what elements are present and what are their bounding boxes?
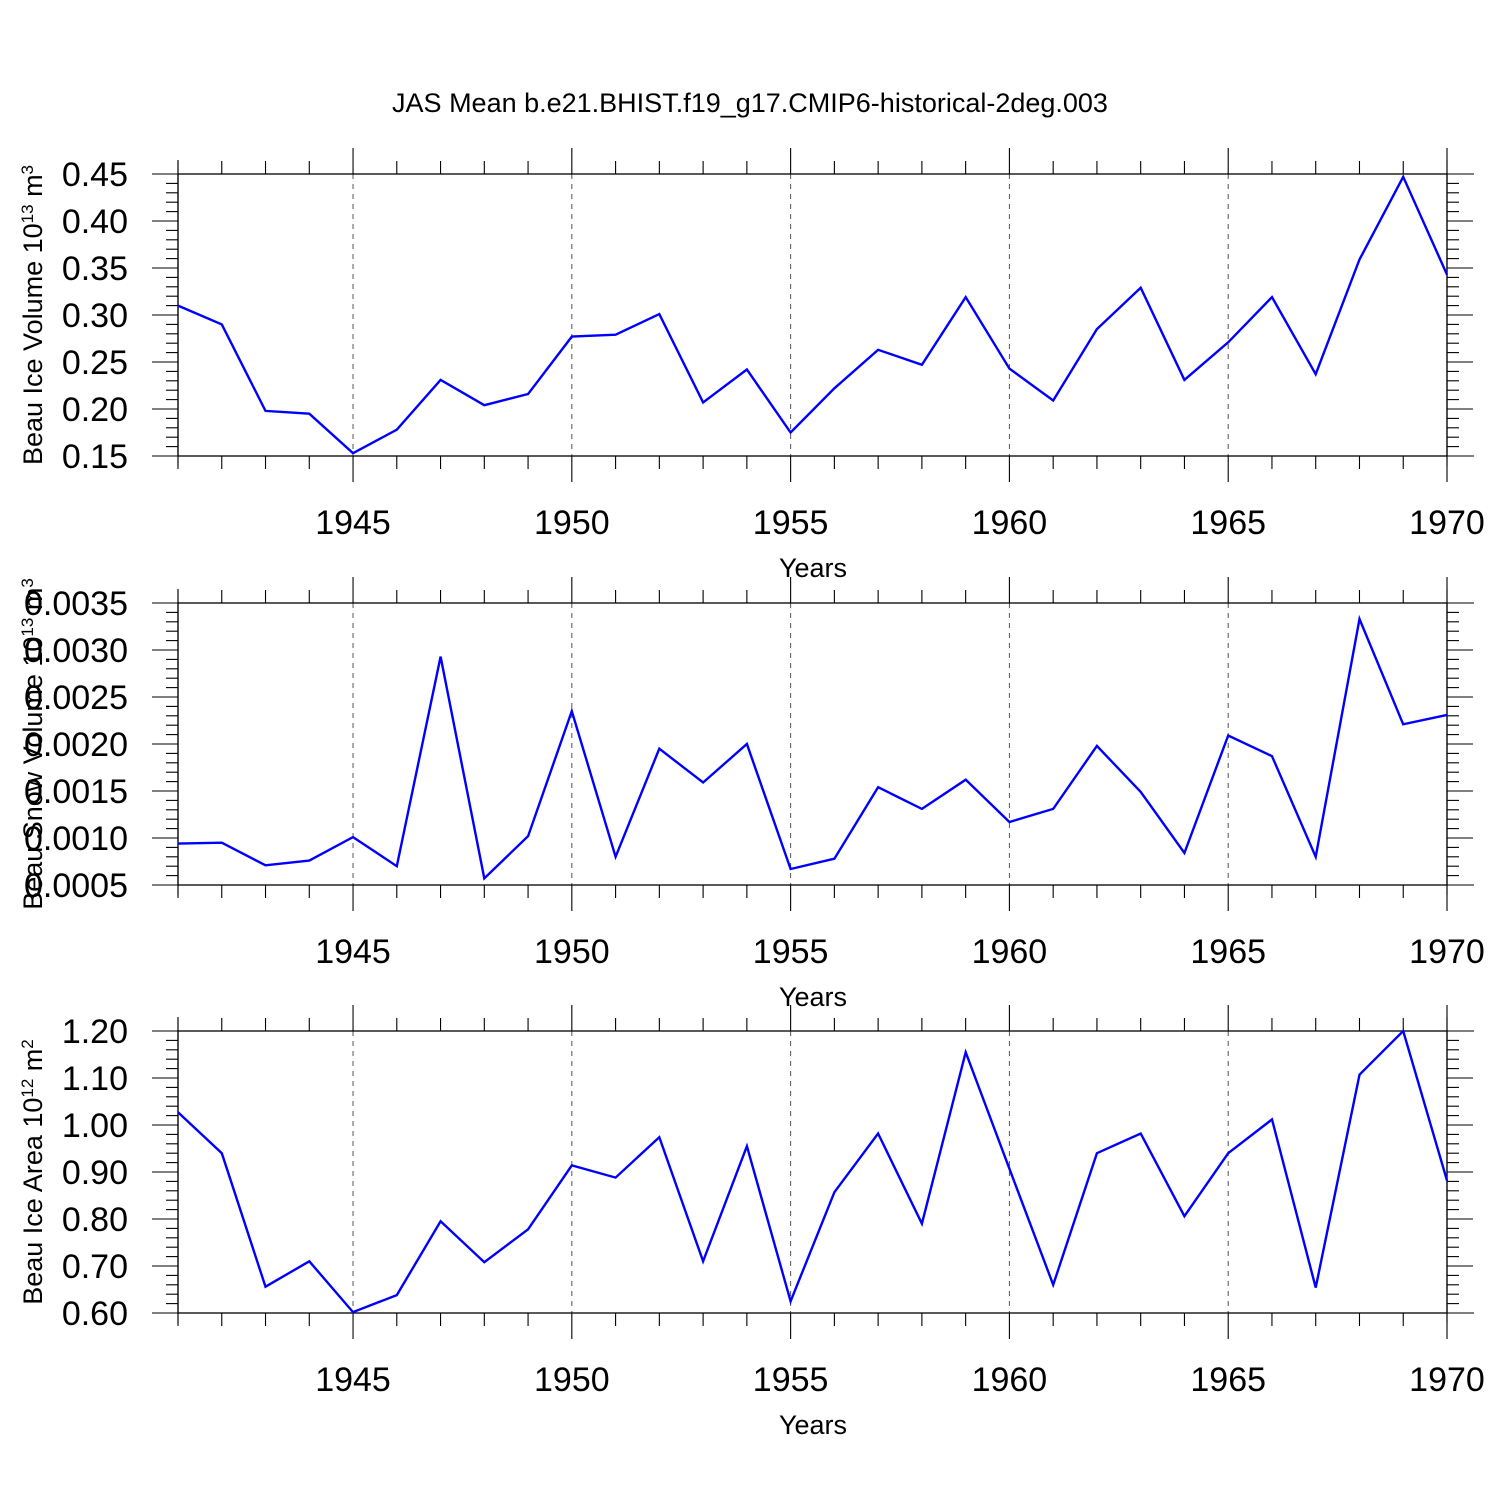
x-tick-label: 1960: [972, 504, 1048, 542]
y-axis-title: Beau Ice Area 1012 m2: [18, 1039, 49, 1305]
x-tick-label: 1950: [534, 933, 610, 971]
series-line-snow-volume: [177, 614, 1448, 881]
x-tick-label: 1950: [534, 1361, 610, 1399]
y-axis-title: Beau Snow Volume 1013 m3: [18, 578, 49, 910]
x-tick-label: 1965: [1190, 504, 1266, 542]
y-axis-title-part: Beau Ice Area 10: [18, 1098, 48, 1305]
y-axis-title-part: m: [18, 174, 48, 204]
x-tick-label: 1945: [315, 1361, 391, 1399]
x-tick-label: 1945: [315, 504, 391, 542]
y-tick-label: 0.80: [62, 1201, 128, 1239]
y-tick-label: 0.0015: [24, 773, 128, 811]
x-tick-label: 1970: [1409, 1361, 1485, 1399]
x-axis-title: Years: [779, 982, 847, 1012]
y-tick-label: 0.25: [62, 344, 128, 382]
y-tick-label: 0.0020: [24, 726, 128, 764]
chart-title: JAS Mean b.e21.BHIST.f19_g17.CMIP6-histo…: [392, 88, 1108, 118]
plot-frame: [177, 602, 1448, 886]
x-tick-label: 1945: [315, 933, 391, 971]
x-tick-label: 1960: [972, 1361, 1048, 1399]
panel-ice-area: 0.60 0.70 0.80 0.90 1.00 1.10 1.20 1945 1950 1955…: [18, 1005, 1485, 1440]
series-line-ice-volume: [177, 174, 1449, 455]
y-tick-label: 1.10: [62, 1060, 128, 1098]
panel-ice-volume: 0.15 0.20 0.25 0.30 0.35 0.40 0.45 1945 1950 1955…: [18, 148, 1485, 583]
y-axis-title-part: m: [18, 1049, 48, 1079]
x-tick-label: 1965: [1190, 1361, 1266, 1399]
y-tick-label: 0.0005: [24, 867, 128, 905]
x-axis-title: Years: [779, 1410, 847, 1440]
x-tick-label: 1955: [753, 933, 829, 971]
y-axis-title-part: m: [18, 588, 48, 618]
y-axis-title-superscript: 12: [18, 1079, 37, 1098]
y-tick-label: 0.0025: [24, 679, 128, 717]
y-tick-label: 0.30: [62, 297, 128, 335]
panel-snow-volume: 0.0005 0.0010 0.0015 0.0020 0.0025 0.0030 0.00…: [18, 577, 1485, 1012]
x-tick-label: 1960: [972, 933, 1048, 971]
x-tick-label: 1955: [753, 504, 829, 542]
y-tick-label: 1.00: [62, 1107, 128, 1145]
x-tick-label: 1965: [1190, 933, 1266, 971]
x-tick-label: 1970: [1409, 933, 1485, 971]
y-tick-label: 0.70: [62, 1248, 128, 1286]
y-tick-label: 0.0010: [24, 820, 128, 858]
y-tick-label: 0.45: [62, 156, 128, 194]
y-tick-label: 0.60: [62, 1295, 128, 1333]
y-axis-title-part: Beau Ice Volume 10: [18, 223, 48, 465]
y-tick-label: 0.15: [62, 438, 128, 476]
x-axis-title: Years: [779, 553, 847, 583]
y-tick-label: 0.35: [62, 250, 128, 288]
y-tick-label: 0.40: [62, 203, 128, 241]
y-axis-title-superscript: 13: [18, 204, 37, 223]
plot-frame: [177, 1030, 1448, 1314]
series-line-ice-area: [177, 1028, 1449, 1314]
y-tick-label: 0.20: [62, 391, 128, 429]
y-axis-title: Beau Ice Volume 1013 m3: [18, 165, 49, 465]
y-tick-label: 0.0035: [24, 585, 128, 623]
x-tick-label: 1950: [534, 504, 610, 542]
x-tick-label: 1970: [1409, 504, 1485, 542]
y-axis-title-superscript: 13: [18, 618, 37, 637]
y-axis-title-superscript: 2: [18, 1039, 37, 1048]
y-axis-title-part: Beau Snow Volume 10: [18, 637, 48, 910]
y-tick-label: 0.0030: [24, 632, 128, 670]
y-axis-title-superscript: 3: [18, 165, 37, 174]
plot-frame: [177, 173, 1448, 457]
chart-panels: 0.15 0.20 0.25 0.30 0.35 0.40 0.45 1945 1950 1955…: [18, 148, 1485, 1440]
y-tick-label: 0.90: [62, 1154, 128, 1192]
y-axis-title-superscript: 3: [18, 578, 37, 587]
y-tick-label: 1.20: [62, 1013, 128, 1051]
x-tick-label: 1955: [753, 1361, 829, 1399]
